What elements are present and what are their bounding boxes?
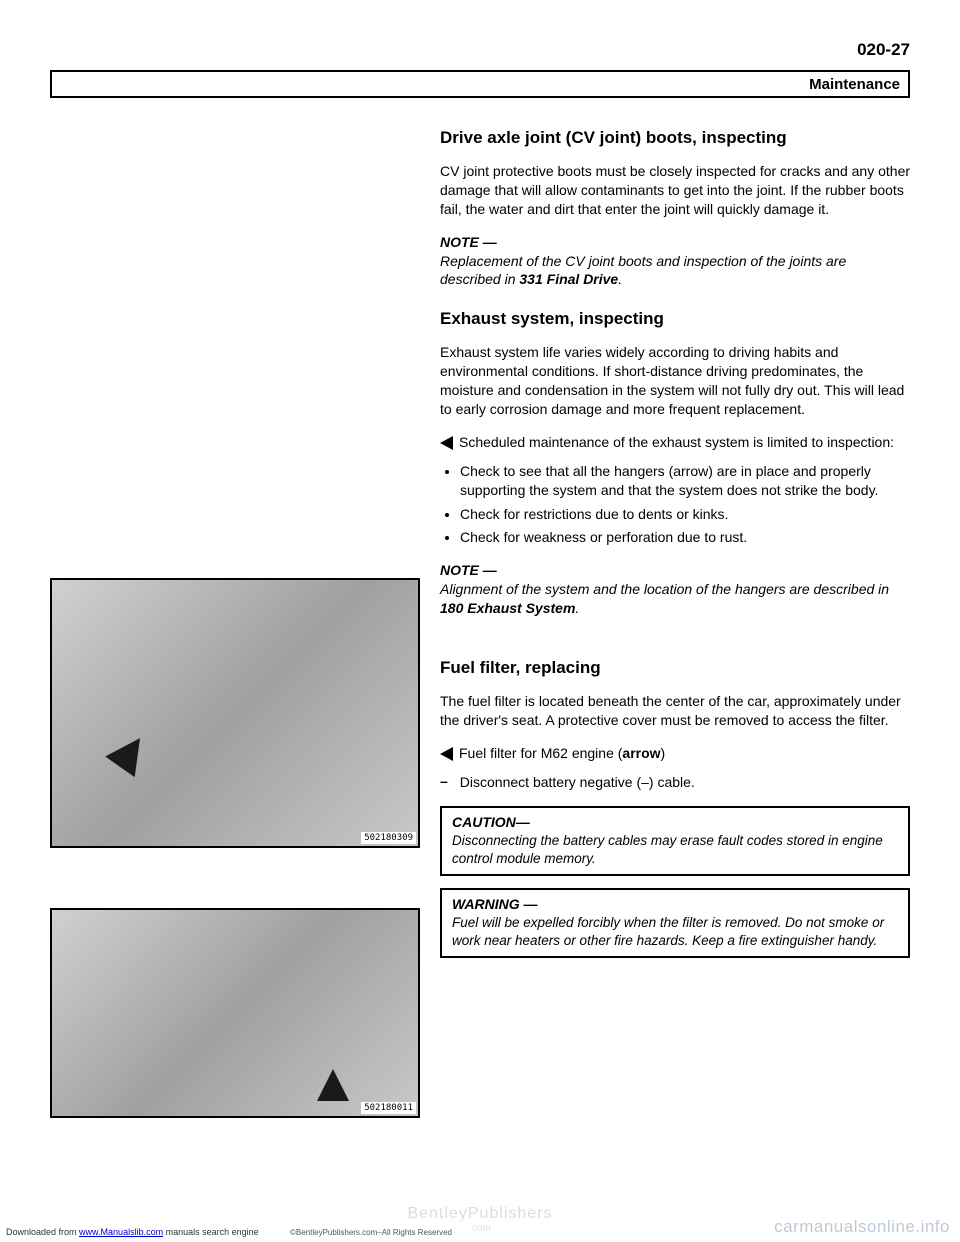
caution-label: CAUTION—	[452, 814, 530, 830]
heading-fuel-filter: Fuel filter, replacing	[440, 658, 910, 678]
arrow-icon	[105, 728, 155, 777]
page-number: 020-27	[857, 40, 910, 59]
marker-exhaust-inspection: Scheduled maintenance of the exhaust sys…	[440, 433, 910, 452]
figure-fuel-filter: 502180011	[50, 908, 420, 1118]
figure-id-1: 502180309	[361, 832, 416, 844]
body-cv-joint: CV joint protective boots must be closel…	[440, 162, 910, 219]
footer-link[interactable]: www.Manualslib.com	[79, 1227, 163, 1237]
heading-exhaust: Exhaust system, inspecting	[440, 309, 910, 329]
triangle-left-icon	[440, 436, 453, 450]
note-label: NOTE —	[440, 234, 497, 250]
warning-box: WARNING — Fuel will be expelled forcibly…	[440, 888, 910, 958]
marker-text-fuel: Fuel filter for M62 engine (arrow)	[459, 744, 665, 763]
content-area: 502180309 502180011 Drive axle joint (CV…	[50, 128, 910, 1138]
note-text-part2: .	[575, 600, 579, 616]
note-text-part2: .	[618, 271, 622, 287]
bullet-item: Check to see that all the hangers (arrow…	[460, 462, 910, 500]
note-label: NOTE —	[440, 562, 497, 578]
note-text-part1: Alignment of the system and the location…	[440, 581, 889, 597]
bullet-text: Check for restrictions due to dents or k…	[460, 506, 728, 522]
marker-part2: )	[661, 745, 666, 761]
bullet-list-exhaust: Check to see that all the hangers (arrow…	[440, 462, 910, 548]
warning-label: WARNING —	[452, 896, 538, 912]
heading-cv-joint: Drive axle joint (CV joint) boots, inspe…	[440, 128, 910, 148]
marker-bold: arrow	[622, 745, 660, 761]
note-exhaust: NOTE — Alignment of the system and the l…	[440, 561, 910, 618]
figure-exhaust-hanger: 502180309	[50, 578, 420, 848]
step-text: Disconnect battery negative (–) cable.	[460, 773, 695, 792]
figure-id-2: 502180011	[361, 1102, 416, 1114]
body-fuel-filter: The fuel filter is located beneath the c…	[440, 692, 910, 730]
bullet-text: Check for weakness or perforation due to…	[460, 529, 747, 545]
section-title: Maintenance	[809, 76, 900, 93]
arrow-icon	[317, 1069, 349, 1101]
triangle-left-icon	[440, 747, 453, 761]
marker-part1: Fuel filter for M62 engine (	[459, 745, 622, 761]
section-title-box: Maintenance	[50, 70, 910, 98]
caution-box: CAUTION— Disconnecting the battery cable…	[440, 806, 910, 876]
bullet-item: Check for weakness or perforation due to…	[460, 528, 910, 547]
footer-right-watermark: carmanualsonline.info	[774, 1217, 950, 1237]
note-cv-joint: NOTE — Replacement of the CV joint boots…	[440, 233, 910, 290]
note-ref: 331 Final Drive	[519, 271, 618, 287]
caution-text: Disconnecting the battery cables may era…	[452, 833, 883, 866]
marker-fuel-filter: Fuel filter for M62 engine (arrow)	[440, 744, 910, 763]
warning-text: Fuel will be expelled forcibly when the …	[452, 915, 884, 948]
bullet-item: Check for restrictions due to dents or k…	[460, 505, 910, 524]
marker-text-exhaust: Scheduled maintenance of the exhaust sys…	[459, 433, 894, 452]
footer-left-text1: Downloaded from	[6, 1227, 79, 1237]
right-column: Drive axle joint (CV joint) boots, inspe…	[440, 128, 910, 1138]
bullet-text: Check to see that all the hangers (arrow…	[460, 463, 878, 498]
footer-left: Downloaded from www.Manualslib.com manua…	[6, 1227, 259, 1237]
note-ref: 180 Exhaust System	[440, 600, 575, 616]
page-header: 020-27	[50, 40, 910, 60]
body-exhaust: Exhaust system life varies widely accord…	[440, 343, 910, 419]
dash-icon: –	[440, 773, 448, 789]
step-disconnect-battery: – Disconnect battery negative (–) cable.	[440, 773, 910, 792]
footer-copyright: ©BentleyPublishers.com–All Rights Reserv…	[290, 1228, 452, 1237]
note-text-part1: Replacement of the CV joint boots and in…	[440, 253, 846, 288]
left-column: 502180309 502180011	[50, 128, 420, 1138]
footer-left-text2: manuals search engine	[163, 1227, 259, 1237]
